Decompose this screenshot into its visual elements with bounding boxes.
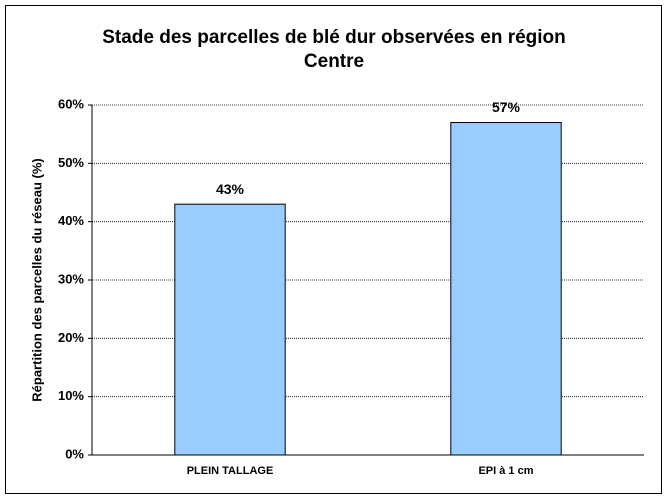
data-label: 43%	[216, 181, 245, 197]
y-tick-label: 10%	[58, 388, 84, 403]
x-tick-label: EPI à 1 cm	[478, 465, 533, 477]
y-tick-label: 20%	[58, 330, 84, 345]
y-tick-label: 50%	[58, 155, 84, 170]
bar	[450, 122, 562, 456]
y-tick-label: 30%	[58, 271, 84, 286]
y-tick-label: 40%	[58, 213, 84, 228]
x-tick-label: PLEIN TALLAGE	[187, 465, 274, 477]
y-tick-label: 60%	[58, 96, 84, 111]
data-label: 57%	[492, 99, 521, 115]
chart-title: Stade des parcelles de blé dur observées…	[102, 27, 566, 72]
bar	[174, 203, 286, 456]
y-axis-label: Répartition des parcelles du réseau (%)	[29, 158, 44, 401]
chart-border	[5, 5, 662, 494]
y-tick-label: 0%	[65, 446, 84, 461]
